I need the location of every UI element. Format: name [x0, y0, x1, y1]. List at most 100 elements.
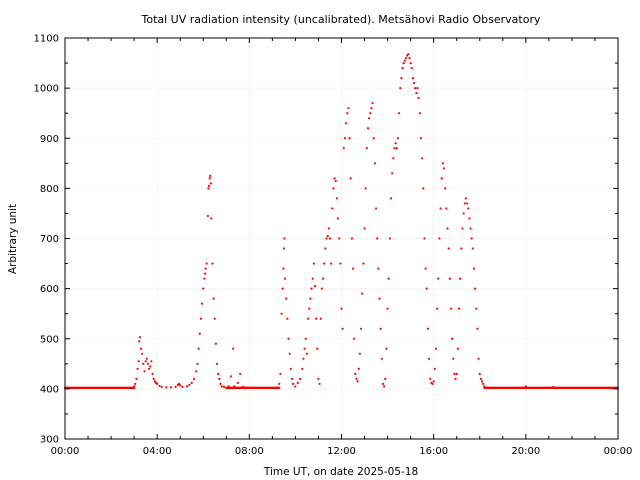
data-point	[294, 385, 297, 388]
data-point	[181, 385, 184, 388]
data-point	[317, 377, 320, 380]
data-point	[282, 247, 285, 250]
data-point	[463, 202, 466, 205]
data-point	[177, 382, 181, 385]
data-point	[138, 340, 141, 343]
data-point	[236, 381, 239, 384]
data-point	[340, 307, 343, 310]
data-point	[378, 297, 381, 300]
data-point	[470, 237, 473, 240]
data-point	[418, 112, 421, 115]
x-axis-label: Time UT, on date 2025-05-18	[263, 466, 418, 478]
data-point	[218, 377, 221, 380]
data-point	[366, 127, 370, 130]
data-point	[205, 262, 208, 265]
data-point	[447, 247, 450, 250]
data-point	[186, 385, 189, 388]
data-point	[345, 122, 348, 125]
data-point	[174, 385, 177, 388]
data-point	[241, 385, 244, 388]
data-point	[449, 307, 453, 310]
data-point	[356, 380, 359, 383]
data-point	[467, 207, 470, 210]
data-point	[441, 162, 444, 165]
data-point	[457, 307, 461, 310]
data-point	[388, 237, 391, 240]
data-point	[206, 214, 209, 218]
data-point	[432, 380, 435, 383]
data-point	[319, 317, 322, 320]
x-tick-label: 12:00	[327, 446, 356, 457]
data-point	[396, 137, 400, 140]
data-point	[350, 237, 353, 240]
y-tick-label: 800	[40, 184, 59, 195]
data-point	[383, 385, 386, 388]
data-point	[456, 347, 459, 350]
data-point	[133, 385, 136, 388]
data-point	[239, 372, 242, 375]
data-point	[524, 385, 527, 388]
x-tick-label: 04:00	[143, 446, 172, 457]
data-point	[385, 347, 388, 350]
y-tick-label: 500	[40, 334, 59, 345]
data-point	[210, 217, 213, 220]
data-point	[203, 272, 207, 275]
data-point	[370, 107, 373, 110]
data-point	[461, 227, 464, 230]
data-point	[153, 380, 156, 383]
data-point	[354, 372, 357, 375]
data-point	[351, 267, 355, 270]
data-point	[152, 377, 155, 380]
data-point	[476, 327, 479, 330]
y-tick-label: 700	[40, 234, 59, 245]
data-point	[357, 367, 360, 370]
data-point	[417, 97, 420, 100]
x-tick-label: 00:00	[604, 446, 633, 457]
data-point	[423, 237, 426, 240]
data-point	[334, 179, 337, 182]
data-point	[311, 277, 314, 280]
data-point	[141, 352, 144, 355]
data-point	[209, 182, 212, 185]
data-point	[143, 370, 146, 373]
data-point	[474, 287, 477, 290]
data-point	[400, 77, 403, 80]
data-point	[452, 357, 455, 360]
data-point	[169, 386, 173, 389]
x-tick-label: 08:00	[235, 446, 264, 457]
data-point	[459, 277, 462, 280]
y-axis-label: Arbitrary unit	[7, 204, 19, 274]
data-point	[327, 227, 330, 230]
data-point	[444, 187, 447, 190]
data-point	[222, 385, 226, 388]
data-point	[419, 137, 423, 140]
data-point	[149, 365, 152, 368]
data-point	[368, 117, 371, 120]
data-point	[429, 377, 432, 380]
y-tick-label: 300	[40, 435, 59, 446]
y-tick-labels: 300 400 500 600 700 800 900 1000 1100	[34, 34, 59, 446]
data-point	[332, 187, 335, 190]
data-point	[475, 307, 478, 310]
data-point	[394, 142, 397, 145]
data-point	[362, 262, 365, 265]
data-point	[336, 217, 340, 220]
data-point	[202, 287, 205, 290]
data-point	[333, 177, 336, 180]
data-point	[196, 362, 199, 365]
data-point	[179, 384, 182, 387]
data-point	[454, 377, 457, 380]
data-point	[135, 377, 138, 380]
data-point	[410, 66, 413, 70]
data-point	[462, 212, 465, 215]
data-point	[421, 157, 424, 160]
data-point	[415, 92, 418, 95]
data-point	[448, 277, 451, 280]
data-point	[289, 367, 292, 370]
data-point	[401, 66, 404, 70]
data-point	[395, 147, 398, 150]
data-point	[203, 277, 206, 280]
data-point	[207, 184, 211, 187]
data-point	[399, 87, 402, 90]
